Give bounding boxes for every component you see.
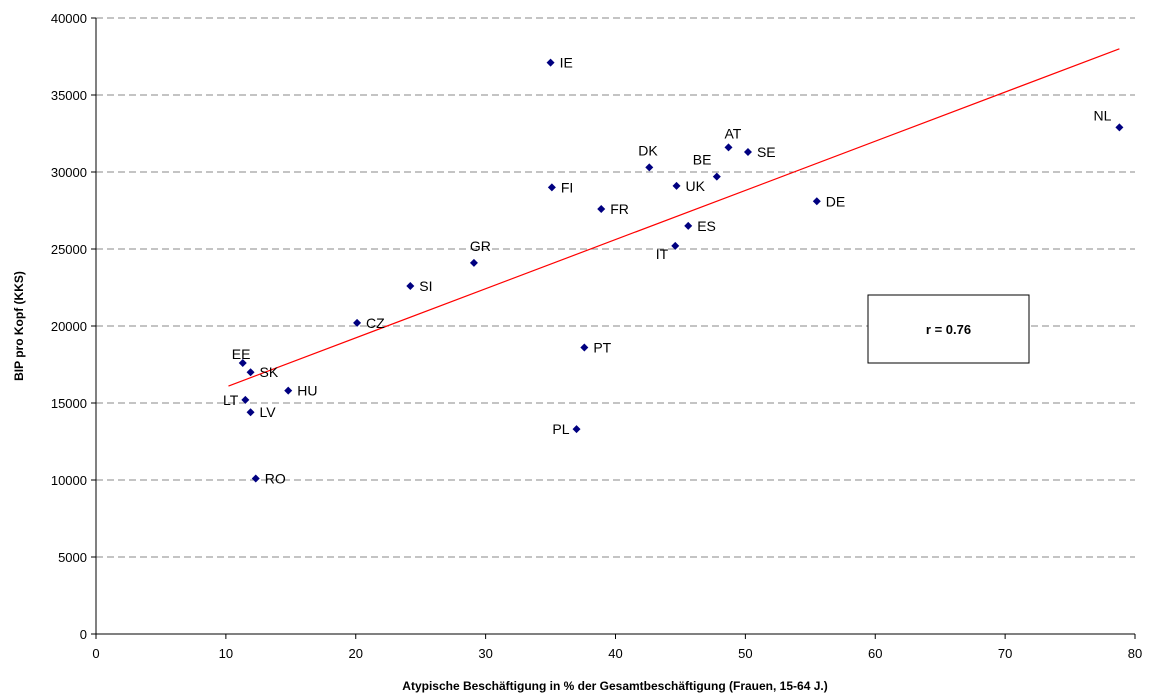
point-label-pl: PL: [552, 421, 569, 437]
point-label-es: ES: [697, 218, 716, 234]
r-value-box: r = 0.76: [867, 294, 1030, 364]
point-label-hu: HU: [297, 383, 317, 399]
y-tick-label: 30000: [51, 165, 87, 180]
trendline: [228, 48, 1120, 387]
point-label-ro: RO: [265, 470, 286, 486]
data-point-hu: [284, 386, 293, 395]
point-label-de: DE: [826, 193, 845, 209]
point-label-fi: FI: [561, 179, 573, 195]
grid-lines: [96, 17, 1135, 558]
x-tick-label: 0: [92, 646, 99, 661]
y-tick-label: 15000: [51, 396, 87, 411]
point-labels: IE NL AT SE DK BE UK FI DE FR ES IT GR SI CZ PT EE SK HU LT…: [223, 55, 1112, 487]
x-tick-label: 30: [478, 646, 492, 661]
data-point-lt: [241, 395, 250, 404]
point-label-se: SE: [757, 144, 776, 160]
x-tick-label: 40: [608, 646, 622, 661]
data-point-de: [812, 197, 821, 206]
x-tick-label: 60: [868, 646, 882, 661]
data-point-it: [671, 241, 680, 250]
point-label-it: IT: [656, 246, 669, 262]
y-tick-label: 25000: [51, 242, 87, 257]
y-tick-label: 0: [80, 627, 87, 642]
y-tick-label: 20000: [51, 319, 87, 334]
data-point-be: [712, 172, 721, 181]
data-point-gr: [469, 258, 478, 267]
x-tick-label: 50: [738, 646, 752, 661]
data-point-pt: [580, 343, 589, 352]
data-point-fi: [547, 183, 556, 192]
data-point-es: [684, 221, 693, 230]
point-label-dk: DK: [638, 142, 658, 158]
data-point-dk: [645, 163, 654, 172]
y-axis-title: BIP pro Kopf (KKS): [12, 271, 26, 381]
axes: [91, 17, 1136, 639]
x-tick-label: 10: [219, 646, 233, 661]
point-label-sk: SK: [260, 364, 279, 380]
point-label-pt: PT: [593, 340, 611, 356]
data-point-uk: [672, 181, 681, 190]
data-point-ie: [546, 58, 555, 67]
point-label-lv: LV: [260, 404, 277, 420]
point-label-cz: CZ: [366, 315, 385, 331]
x-tick-label: 70: [998, 646, 1012, 661]
data-point-nl: [1115, 123, 1124, 132]
data-point-ro: [251, 474, 260, 483]
data-point-pl: [572, 425, 581, 434]
point-label-at: AT: [724, 125, 741, 141]
data-point-se: [743, 147, 752, 156]
y-tick-label: 5000: [58, 550, 87, 565]
data-point-at: [724, 143, 733, 152]
point-label-si: SI: [419, 278, 432, 294]
x-tick-label: 80: [1128, 646, 1142, 661]
point-label-ie: IE: [560, 55, 573, 71]
trendline-group: [228, 48, 1120, 387]
y-tick-label: 10000: [51, 473, 87, 488]
point-label-gr: GR: [470, 238, 491, 254]
data-point-fr: [597, 204, 606, 213]
x-tick-label: 20: [349, 646, 363, 661]
point-label-nl: NL: [1094, 107, 1112, 123]
y-tick-label: 35000: [51, 88, 87, 103]
y-tick-label: 40000: [51, 11, 87, 26]
data-point-lv: [246, 408, 255, 417]
point-label-ee: EE: [232, 346, 251, 362]
tick-labels: 0 5000 10000 15000 20000 25000 30000 35000 40000…: [51, 11, 1142, 661]
point-label-be: BE: [693, 152, 712, 168]
x-axis-title: Atypische Beschäftigung in % der Gesamtb…: [402, 679, 827, 693]
data-points: [238, 58, 1124, 483]
r-value-text: r = 0.76: [926, 322, 971, 337]
data-point-ee: [238, 358, 247, 367]
data-point-si: [406, 281, 415, 290]
point-label-uk: UK: [686, 178, 706, 194]
data-point-cz: [353, 318, 362, 327]
point-label-fr: FR: [610, 201, 629, 217]
data-point-sk: [246, 368, 255, 377]
point-label-lt: LT: [223, 392, 239, 408]
